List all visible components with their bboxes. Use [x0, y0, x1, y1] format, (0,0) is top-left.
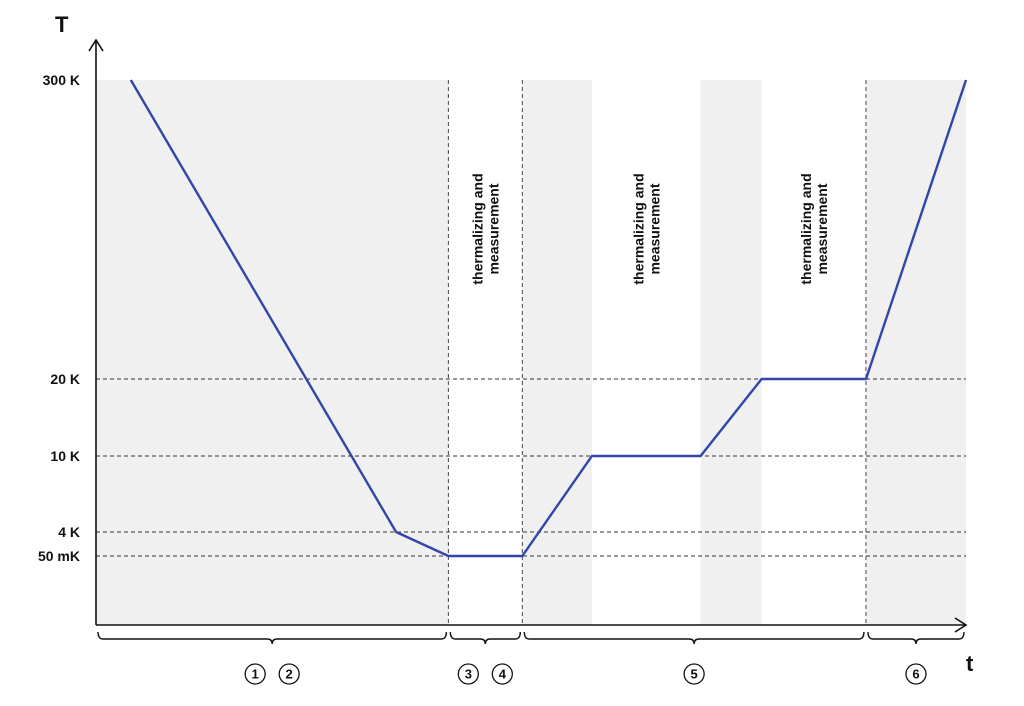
temperature-curve: [129, 79, 968, 558]
y-axis-title: T: [55, 12, 69, 37]
shaded-interval-2: [522, 80, 592, 625]
shaded-interval-1: [96, 80, 449, 625]
phase-boundaries: [447, 80, 867, 625]
phase-label-line2: measurement: [646, 183, 662, 274]
brace-4: [867, 631, 965, 645]
phase-label-line1: thermalizing and: [630, 173, 646, 284]
y-tick-labels: 300 K 20 K 10 K 4 K 50 mK: [38, 72, 80, 564]
phase-label-line1: thermalizing and: [798, 173, 814, 284]
y-axis-arrow: [88, 38, 104, 52]
step-circle-4: [491, 663, 513, 685]
phase-labels: thermalizing and measurement thermalizing …: [469, 173, 829, 284]
y-tick-10k: 10 K: [50, 448, 80, 464]
y-tick-4k: 4 K: [58, 524, 80, 540]
brace-1: [97, 631, 448, 645]
phase-label-2: thermalizing and measurement: [630, 173, 662, 284]
brace-2: [449, 631, 521, 645]
step-number-4: 4: [499, 667, 507, 682]
phase-label-line2: measurement: [485, 183, 501, 274]
x-axis-arrow: [954, 617, 968, 633]
step-braces: 1 2 3 4 5 6: [97, 631, 965, 685]
phase-label-line2: measurement: [814, 183, 830, 274]
step-circle-5: [683, 663, 705, 685]
shaded-interval-3: [700, 80, 762, 625]
shaded-intervals: [96, 80, 966, 625]
y-tick-50mk: 50 mK: [38, 548, 80, 564]
phase-label-1: thermalizing and measurement: [469, 173, 501, 284]
shaded-interval-4: [865, 80, 966, 625]
step-number-2: 2: [286, 667, 293, 682]
step-circle-2: [278, 663, 300, 685]
phase-label-line1: thermalizing and: [469, 173, 485, 284]
step-number-5: 5: [691, 667, 698, 682]
step-number-6: 6: [912, 667, 919, 682]
x-axis-title: t: [966, 651, 974, 676]
step-number-1: 1: [252, 667, 259, 682]
y-tick-20k: 20 K: [50, 371, 80, 387]
step-circle-1: [244, 663, 266, 685]
axes: T t: [55, 12, 974, 676]
brace-3: [523, 631, 865, 645]
y-tick-300k: 300 K: [43, 72, 80, 88]
step-circle-3: [457, 663, 479, 685]
phase-label-3: thermalizing and measurement: [798, 173, 830, 284]
step-circle-6: [905, 663, 927, 685]
step-number-3: 3: [465, 667, 472, 682]
